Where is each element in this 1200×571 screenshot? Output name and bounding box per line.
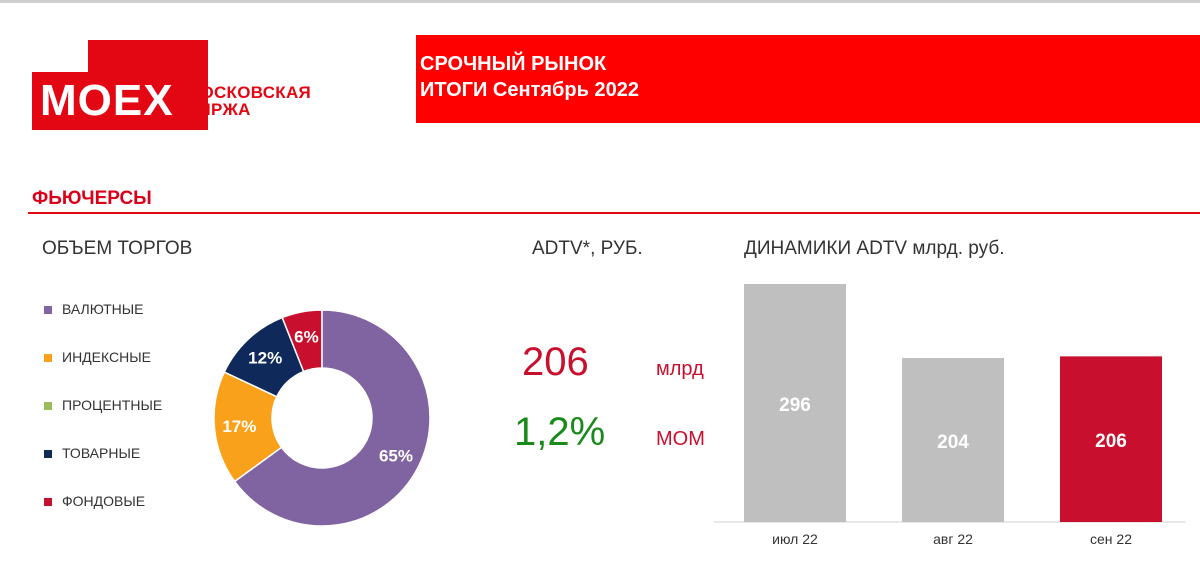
header-banner: СРОЧНЫЙ РЫНОК ИТОГИ Сентябрь 2022 <box>416 35 1200 123</box>
legend-label: ИНДЕКСНЫЕ <box>62 349 151 365</box>
legend-swatch <box>44 402 52 410</box>
logo-name-line1: МОСКОВСКАЯ <box>186 83 312 102</box>
legend-swatch <box>44 450 52 458</box>
top-divider <box>0 0 1200 3</box>
pie-slice-label: 6% <box>294 327 319 346</box>
dynamics-panel-title: ДИНАМИКИ ADTV млрд. руб. <box>744 238 1005 259</box>
x-tick-label: сен 22 <box>1090 531 1132 547</box>
section-divider <box>28 212 1200 214</box>
legend-swatch <box>44 306 52 314</box>
adtv-value-unit: млрд <box>656 358 704 380</box>
logo-name-line2: БИРЖА <box>186 100 251 119</box>
logo-red-band <box>32 72 208 130</box>
moex-logo: MOEX МОСКОВСКАЯ БИРЖА <box>32 40 332 130</box>
bar-value-label: 206 <box>1095 431 1127 452</box>
adtv-value: 206 <box>522 340 589 384</box>
legend-swatch <box>44 498 52 506</box>
adtv-change-unit: MOM <box>656 428 705 450</box>
legend-label: ВАЛЮТНЫЕ <box>62 301 144 317</box>
pie-slice <box>233 309 431 527</box>
logo-exchange-name: МОСКОВСКАЯ БИРЖА <box>186 84 311 118</box>
adtv-panel-title: ADTV*, РУБ. <box>532 238 643 259</box>
header-title: СРОЧНЫЙ РЫНОК <box>420 53 607 75</box>
legend-label: ПРОЦЕНТНЫЕ <box>62 397 163 413</box>
adtv-change: 1,2% <box>514 410 606 454</box>
bar-value-label: 204 <box>937 432 969 453</box>
section-title: ФЬЮЧЕРСЫ <box>32 188 152 209</box>
pie-slice-label: 17% <box>222 417 256 436</box>
adtv-bar-chart: 296 июл 22 204 авг 22 206 сен 22 <box>714 284 1186 547</box>
volume-donut-chart: 17% 12% 6% 65% <box>213 309 431 527</box>
x-tick-label: июл 22 <box>772 531 818 547</box>
legend-label: ФОНДОВЫЕ <box>62 493 146 509</box>
header-subtitle: ИТОГИ Сентябрь 2022 <box>420 79 639 101</box>
bar-value-label: 296 <box>779 395 811 416</box>
pie-slice-label: 12% <box>248 348 282 367</box>
logo-mark: MOEX <box>40 76 174 125</box>
legend-label: ТОВАРНЫЕ <box>62 445 141 461</box>
volume-panel-title: ОБЪЕМ ТОРГОВ <box>42 238 193 259</box>
legend-swatch <box>44 354 52 362</box>
pie-slice-label: 65% <box>379 447 413 466</box>
bar <box>902 357 1004 522</box>
bar <box>1060 356 1162 522</box>
x-tick-label: авг 22 <box>933 531 973 547</box>
bar <box>744 284 846 522</box>
